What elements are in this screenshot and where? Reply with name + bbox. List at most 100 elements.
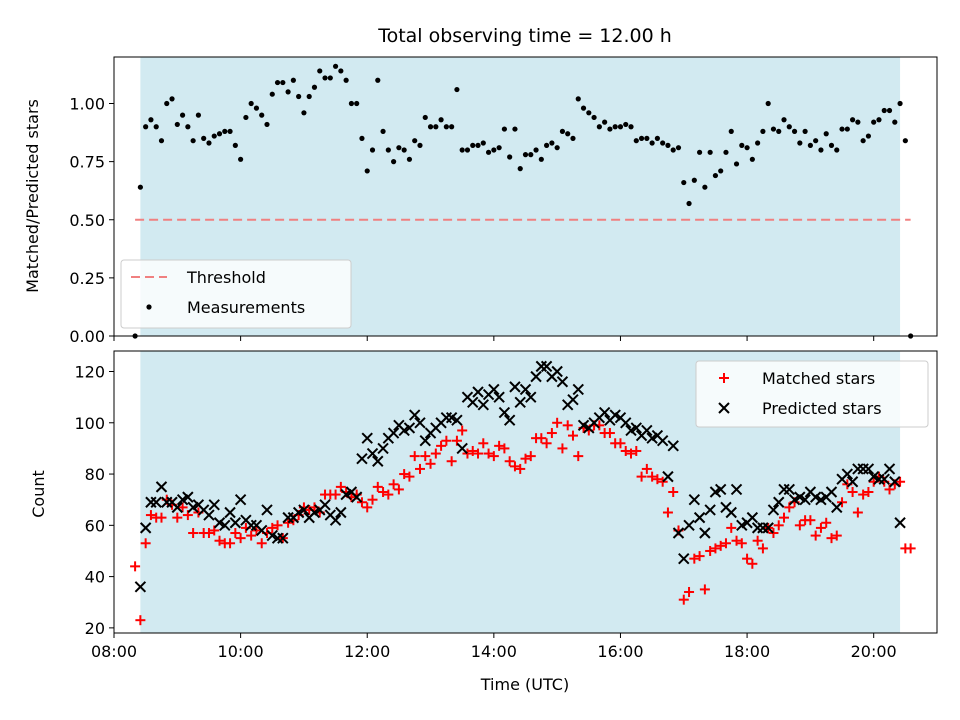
- measurement-point: [248, 100, 254, 107]
- matched-star-point: [805, 515, 816, 526]
- predicted-star-x-b: [403, 422, 416, 434]
- matched-star-point: [156, 512, 167, 523]
- measurement-point: [849, 117, 856, 123]
- predicted-star-point: [329, 514, 342, 526]
- matched-star-point: [720, 538, 731, 549]
- measurement-point: [422, 114, 428, 121]
- matched-star-point: [815, 522, 826, 533]
- predicted-star-point: [799, 493, 811, 506]
- measurement-point: [712, 172, 719, 179]
- measurement-point: [296, 93, 302, 100]
- predicted-star-x-b: [329, 514, 342, 526]
- matched-star-point: [641, 463, 652, 474]
- matched-star-point: [457, 425, 468, 436]
- matched-star-point: [420, 451, 431, 462]
- matched-star-point: [858, 489, 869, 500]
- matched-star-point: [267, 522, 278, 533]
- predicted-star-point: [409, 409, 421, 421]
- predicted-star-point: [472, 386, 484, 398]
- predicted-star-point: [894, 517, 906, 529]
- matched-star-point: [256, 538, 267, 549]
- bottom-panel: 20 40 60 80 100 120 08:00 10:00 12:00 14:00 16:00 1…: [74, 350, 938, 661]
- measurement-point: [638, 135, 645, 141]
- y-tick-label: 1.00: [69, 95, 105, 114]
- predicted-star-point: [620, 417, 632, 429]
- predicted-star-point: [514, 396, 526, 408]
- predicted-star-point: [261, 504, 273, 516]
- matched-star-point: [810, 530, 821, 541]
- predicted-star-x-b: [651, 429, 664, 442]
- predicted-star-x-b: [846, 476, 859, 488]
- predicted-star-x-b: [387, 427, 400, 439]
- predicted-star-point: [419, 435, 431, 447]
- predicted-star-x-b: [488, 383, 500, 396]
- predicted-star-point: [598, 406, 611, 419]
- predicted-star-x-b: [614, 411, 627, 424]
- measurement-point: [216, 131, 223, 137]
- measurement-point: [844, 126, 850, 132]
- matched-star-point: [668, 487, 679, 497]
- measurement-point: [739, 142, 745, 148]
- predicted-star-point: [171, 501, 184, 514]
- predicted-star-x-b: [556, 376, 569, 388]
- measurement-point: [417, 142, 423, 148]
- matched-star-point: [425, 458, 436, 469]
- measurement-point: [290, 77, 296, 83]
- predicted-star-x-b: [567, 394, 579, 406]
- measurement-point: [369, 147, 376, 153]
- predicted-star-x-b: [361, 432, 373, 444]
- matched-star-point: [731, 535, 742, 546]
- matched-star-point: [536, 433, 547, 444]
- predicted-star-x-b: [335, 506, 347, 519]
- predicted-star-x-b: [688, 493, 701, 506]
- bottom-x-axis-label: Time (UTC): [480, 675, 569, 694]
- x-tick-label: 10:00: [218, 642, 264, 661]
- predicted-star-x-b: [467, 396, 479, 408]
- predicted-star-x-b: [767, 504, 780, 516]
- measurement-point: [596, 124, 602, 130]
- predicted-star-x-b: [678, 552, 690, 565]
- matched-star-point: [573, 451, 584, 462]
- matched-star-point: [557, 443, 568, 454]
- predicted-star-point: [155, 481, 168, 493]
- predicted-star-point: [182, 491, 194, 503]
- measurement-point: [892, 119, 898, 125]
- measurement-point: [327, 75, 333, 81]
- matched-star-point: [214, 535, 225, 546]
- predicted-star-x-b: [250, 519, 263, 532]
- predicted-star-x-b: [366, 447, 379, 460]
- predicted-star-point: [298, 504, 310, 516]
- predicted-star-x-b: [319, 499, 331, 511]
- predicted-star-point: [730, 483, 743, 496]
- x-tick-label: 12:00: [344, 642, 390, 661]
- measurement-point: [148, 117, 154, 123]
- y-tick-label: 0.50: [69, 211, 105, 230]
- measurement-point: [860, 138, 866, 144]
- predicted-star-x-b: [171, 501, 184, 514]
- matched-star-point: [225, 538, 236, 549]
- legend-measurement-swatch: [146, 304, 152, 310]
- predicted-star-x-b: [461, 391, 474, 403]
- predicted-star-point: [203, 509, 215, 521]
- predicted-star-x-b: [540, 360, 553, 373]
- matched-star-point: [715, 540, 726, 551]
- measurement-point: [232, 142, 238, 148]
- predicted-star-point: [641, 424, 653, 437]
- x-tick-label: 08:00: [91, 642, 137, 661]
- measurement-point: [538, 156, 544, 162]
- predicted-star-x-b: [139, 522, 152, 534]
- x-tick-label: 20:00: [851, 642, 897, 661]
- measurement-point: [306, 93, 312, 100]
- predicted-star-point: [556, 376, 569, 388]
- predicted-star-point: [414, 417, 426, 429]
- y-tick-label: 60: [85, 516, 105, 535]
- measurement-point: [786, 124, 792, 130]
- measurement-point: [565, 131, 571, 137]
- predicted-star-point: [746, 511, 759, 524]
- predicted-star-x-b: [693, 511, 706, 524]
- measurement-point: [544, 142, 550, 148]
- predicted-star-x-b: [208, 499, 220, 511]
- measurement-point: [881, 107, 887, 114]
- measurement-point: [797, 140, 803, 146]
- measurement-point: [385, 147, 391, 153]
